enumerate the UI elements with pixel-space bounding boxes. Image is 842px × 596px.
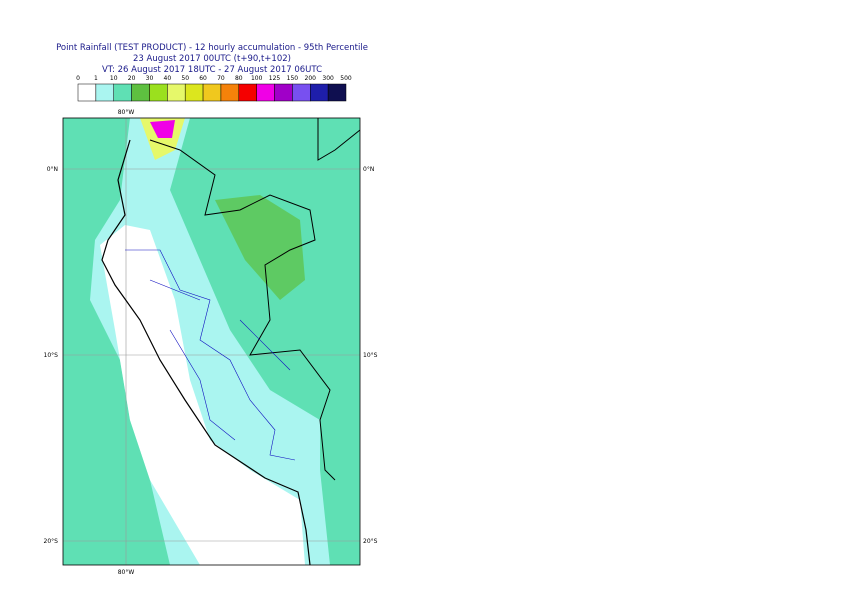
legend-swatch: [167, 83, 186, 102]
legend-label: 70: [217, 75, 225, 82]
lat-label: 0°N: [47, 166, 58, 173]
legend-label: 500: [340, 75, 352, 82]
legend-swatch: [238, 83, 257, 102]
peak-area: [140, 118, 185, 160]
regions: [125, 249, 296, 461]
legend-swatch: [256, 83, 275, 102]
legend-label: 80: [235, 75, 243, 82]
legend-swatch: [77, 83, 97, 102]
legend-label: 50: [181, 75, 189, 82]
lat-label: 20°S: [363, 538, 378, 545]
dry-coast: [100, 225, 305, 565]
lat-label: 0°N: [363, 166, 374, 173]
legend-label: 100: [251, 75, 263, 82]
wet-interior: [170, 118, 360, 565]
map-frame: [62, 117, 361, 566]
legend-swatch: [131, 83, 150, 102]
legend-label: 60: [199, 75, 207, 82]
peak-core: [150, 120, 175, 138]
map-field: [63, 118, 360, 565]
valid-time: VT: 26 August 2017 18UTC - 27 August 201…: [102, 65, 322, 75]
legend-label: 125: [269, 75, 281, 82]
legend-label: 0: [76, 75, 80, 82]
lat-label: 20°S: [44, 538, 59, 545]
legend-swatch: [274, 83, 293, 102]
title: Point Rainfall (TEST PRODUCT) - 12 hourl…: [56, 43, 368, 53]
legend: 0 1 10 20 30 40 50 60 70 80 100 125 150 200 300 500: [76, 75, 352, 102]
legend-swatch: [202, 83, 222, 102]
lon-label: 80°W: [118, 569, 135, 576]
legend-label: 150: [287, 75, 299, 82]
legend-label: 10: [110, 75, 118, 82]
legend-swatch: [292, 83, 311, 102]
lat-label: 10°S: [44, 352, 59, 359]
legend-swatch: [327, 83, 347, 102]
legend-swatch: [149, 83, 168, 102]
lat-label: 10°S: [363, 352, 378, 359]
borders: [149, 118, 360, 481]
legend-swatch: [310, 83, 329, 102]
base-time: 23 August 2017 00UTC (t+90,t+102): [133, 54, 291, 64]
legend-label: 20: [128, 75, 136, 82]
legend-swatch: [184, 83, 204, 102]
legend-label: 300: [322, 75, 334, 82]
legend-swatch: [220, 83, 240, 102]
sea-band: [63, 118, 170, 565]
legend-label: 40: [164, 75, 172, 82]
legend-label: 1: [94, 75, 98, 82]
legend-swatch: [113, 83, 132, 102]
coastline: [101, 139, 311, 565]
heavy-area: [215, 195, 305, 300]
lon-label: 80°W: [118, 109, 135, 116]
legend-label: 200: [305, 75, 317, 82]
legend-label: 30: [146, 75, 154, 82]
legend-swatch: [95, 83, 114, 102]
